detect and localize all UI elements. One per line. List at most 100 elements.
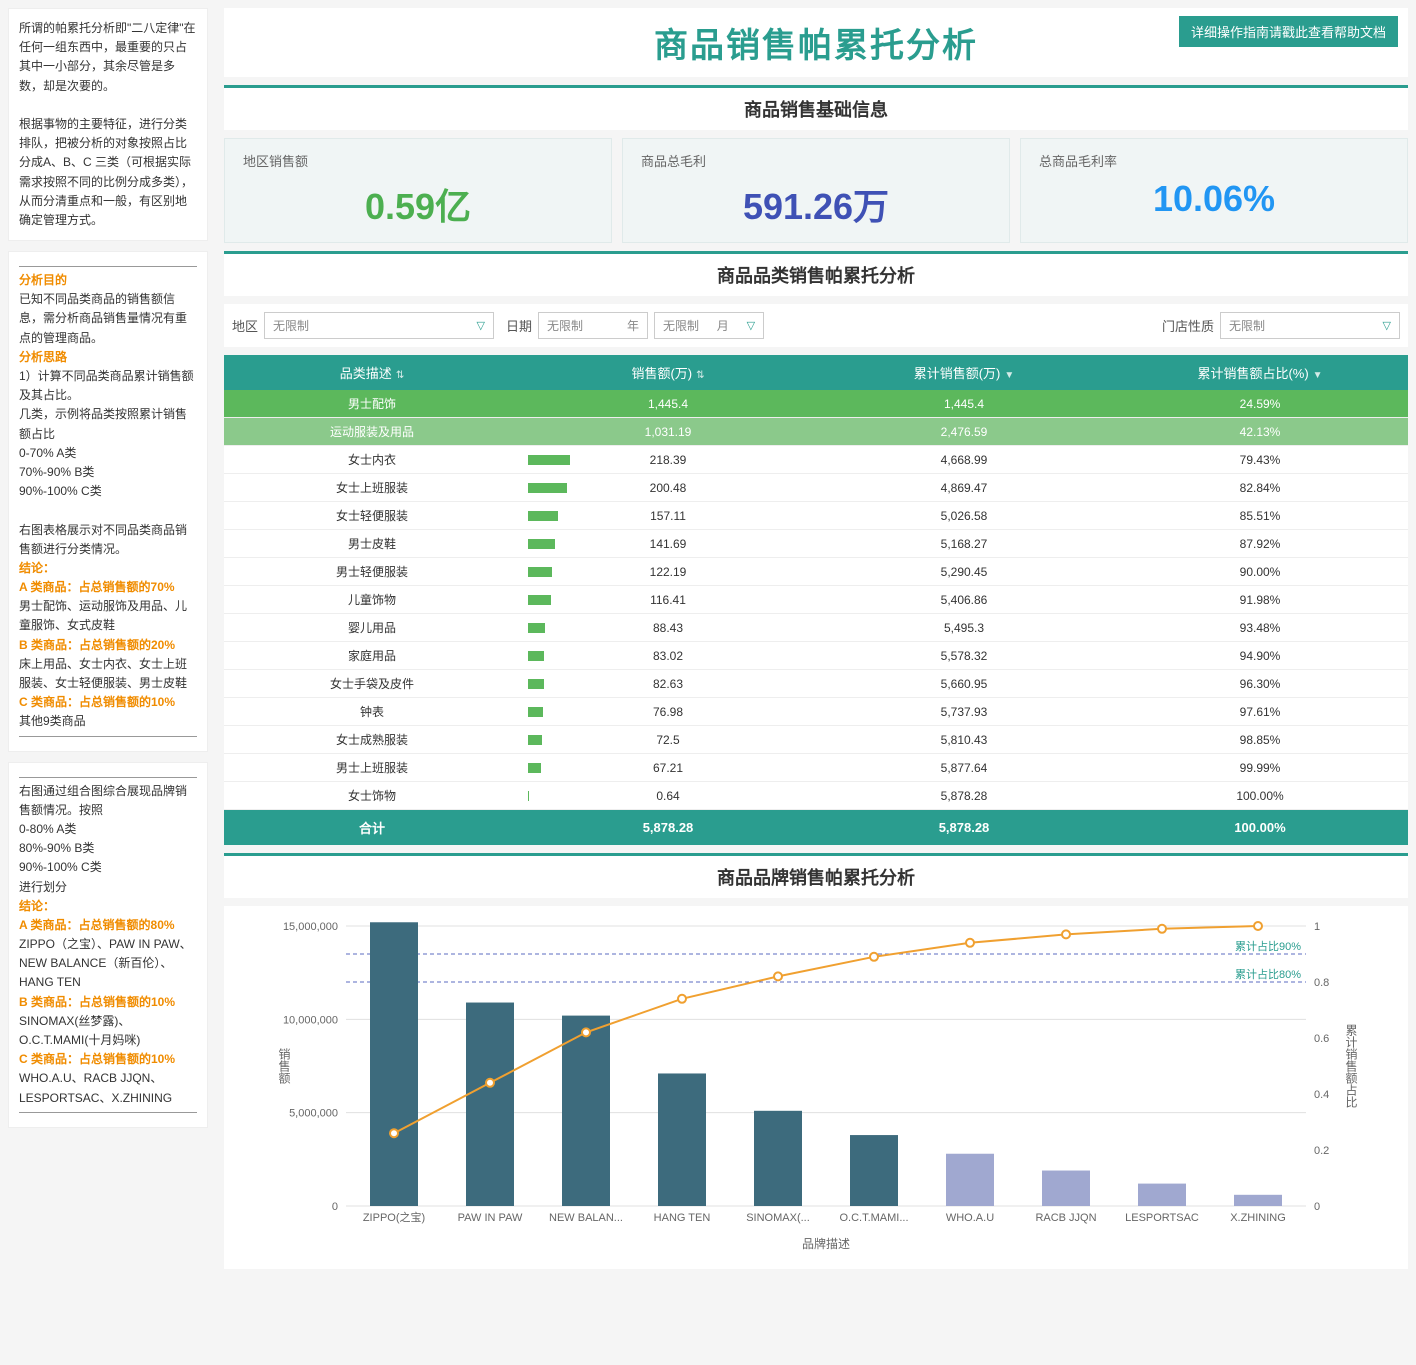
brand-b-p: SINOMAX(丝梦露)、O.C.T.MAMI(十月妈咪): [19, 1012, 197, 1050]
cell-percent: 97.61%: [1112, 698, 1408, 726]
help-button[interactable]: 详细操作指南请戳此查看帮助文档: [1179, 16, 1398, 47]
brand-b-h: B 类商品：占总销售额的10%: [19, 993, 197, 1012]
year-select-value: 无限制: [547, 317, 583, 334]
range-c: 90%-100% C类: [19, 482, 197, 501]
cell-category: 家庭用品: [224, 642, 520, 670]
table-row[interactable]: 婴儿用品88.435,495.393.48%: [224, 614, 1408, 642]
kpi-value: 0.59亿: [243, 178, 593, 230]
cell-percent: 85.51%: [1112, 502, 1408, 530]
svg-text:5,000,000: 5,000,000: [289, 1108, 338, 1120]
analysis-p7: 右图表格展示对不同品类商品销售额进行分类情况。: [19, 521, 197, 559]
svg-text:销售额: 销售额: [277, 1048, 291, 1085]
analysis-goal-p: 已知不同品类商品的销售额信息，需分析商品销售量情况有重点的管理商品。: [19, 290, 197, 348]
sort-desc-icon: ▼: [1313, 370, 1323, 381]
side-panel-intro: 所谓的帕累托分析即"二八定律"在任何一组东西中，最重要的只占其中一小部分，其余尽…: [8, 8, 208, 241]
table-row[interactable]: 男士上班服装67.215,877.6499.99%: [224, 754, 1408, 782]
year-select[interactable]: 无限制 年: [538, 312, 648, 339]
section-basic-info: 商品销售基础信息: [224, 85, 1408, 130]
main-content: 商品销售帕累托分析 详细操作指南请戳此查看帮助文档 商品销售基础信息 地区销售额…: [216, 0, 1416, 1277]
svg-text:15,000,000: 15,000,000: [283, 921, 338, 933]
table-row[interactable]: 女士内衣218.394,668.9979.43%: [224, 446, 1408, 474]
cell-cumulative: 1,445.4: [816, 390, 1112, 418]
table-row[interactable]: 女士轻便服装157.115,026.5885.51%: [224, 502, 1408, 530]
footer-cum: 5,878.28: [816, 810, 1112, 846]
table-row[interactable]: 男士皮鞋141.695,168.2787.92%: [224, 530, 1408, 558]
svg-text:累计占比90%: 累计占比90%: [1235, 939, 1301, 953]
kpi-label: 地区销售额: [243, 151, 593, 170]
svg-text:0.8: 0.8: [1314, 977, 1329, 989]
svg-text:0: 0: [1314, 1201, 1320, 1213]
cell-cumulative: 5,168.27: [816, 530, 1112, 558]
section-category-pareto: 商品品类销售帕累托分析: [224, 251, 1408, 296]
sort-icon: ⇅: [696, 370, 704, 381]
table-footer-row: 合计 5,878.28 5,878.28 100.00%: [224, 810, 1408, 846]
kpi-row: 地区销售额 0.59亿 商品总毛利 591.26万 总商品毛利率 10.06%: [224, 138, 1408, 243]
cell-sales: 122.19: [520, 558, 816, 586]
cell-sales: 82.63: [520, 670, 816, 698]
cell-sales: 157.11: [520, 502, 816, 530]
kpi-gross-profit: 商品总毛利 591.26万: [622, 138, 1010, 243]
cell-percent: 91.98%: [1112, 586, 1408, 614]
brand-chart: 05,000,00010,000,00015,000,00000.20.40.6…: [224, 906, 1408, 1269]
col-category[interactable]: 品类描述⇅: [224, 355, 520, 390]
table-row[interactable]: 钟表76.985,737.9397.61%: [224, 698, 1408, 726]
cell-category: 儿童饰物: [224, 586, 520, 614]
b-class-p: 床上用品、女士内衣、女士上班服装、女士轻便服装、男士皮鞋: [19, 655, 197, 693]
store-filter-label: 门店性质: [1162, 316, 1214, 335]
chart-svg: 05,000,00010,000,00015,000,00000.20.40.6…: [244, 916, 1388, 1256]
table-row[interactable]: 运动服装及用品1,031.192,476.5942.13%: [224, 418, 1408, 446]
month-suffix: 月: [717, 317, 729, 334]
cell-percent: 87.92%: [1112, 530, 1408, 558]
category-table: 品类描述⇅ 销售额(万)⇅ 累计销售额(万)▼ 累计销售额占比(%)▼ 男士配饰…: [224, 355, 1408, 845]
svg-text:X.ZHINING: X.ZHINING: [1230, 1212, 1286, 1224]
table-row[interactable]: 儿童饰物116.415,406.8691.98%: [224, 586, 1408, 614]
cell-percent: 93.48%: [1112, 614, 1408, 642]
cell-percent: 82.84%: [1112, 474, 1408, 502]
cell-sales: 116.41: [520, 586, 816, 614]
svg-text:RACB JJQN: RACB JJQN: [1035, 1212, 1096, 1224]
table-row[interactable]: 男士轻便服装122.195,290.4590.00%: [224, 558, 1408, 586]
svg-text:SINOMAX(...: SINOMAX(...: [746, 1212, 810, 1224]
cell-percent: 79.43%: [1112, 446, 1408, 474]
svg-text:PAW IN PAW: PAW IN PAW: [458, 1212, 523, 1224]
a-class-p: 男士配饰、运动服饰及用品、儿童服饰、女式皮鞋: [19, 597, 197, 635]
cell-cumulative: 5,878.28: [816, 782, 1112, 810]
table-row[interactable]: 家庭用品83.025,578.3294.90%: [224, 642, 1408, 670]
store-select[interactable]: 无限制 ▽: [1220, 312, 1400, 339]
cell-percent: 94.90%: [1112, 642, 1408, 670]
chevron-down-icon: ▽: [477, 319, 485, 332]
col-cumulative[interactable]: 累计销售额(万)▼: [816, 355, 1112, 390]
svg-text:品牌描述: 品牌描述: [802, 1237, 850, 1251]
cell-percent: 99.99%: [1112, 754, 1408, 782]
analysis-思路-h: 分析思路: [19, 348, 197, 367]
svg-text:0.2: 0.2: [1314, 1145, 1329, 1157]
kpi-label: 商品总毛利: [641, 151, 991, 170]
table-row[interactable]: 男士配饰1,445.41,445.424.59%: [224, 390, 1408, 418]
range-b: 70%-90% B类: [19, 463, 197, 482]
col-sales[interactable]: 销售额(万)⇅: [520, 355, 816, 390]
table-row[interactable]: 女士饰物0.645,878.28100.00%: [224, 782, 1408, 810]
table-row[interactable]: 女士成熟服装72.55,810.4398.85%: [224, 726, 1408, 754]
table-row[interactable]: 女士上班服装200.484,869.4782.84%: [224, 474, 1408, 502]
cell-cumulative: 5,737.93: [816, 698, 1112, 726]
cell-category: 运动服装及用品: [224, 418, 520, 446]
region-select[interactable]: 无限制 ▽: [264, 312, 494, 339]
col-percent[interactable]: 累计销售额占比(%)▼: [1112, 355, 1408, 390]
cell-category: 女士饰物: [224, 782, 520, 810]
cell-percent: 96.30%: [1112, 670, 1408, 698]
cell-category: 男士配饰: [224, 390, 520, 418]
intro-p2: 根据事物的主要特征，进行分类排队，把被分析的对象按照占比分成A、B、C 三类（可…: [19, 115, 197, 230]
cell-category: 男士上班服装: [224, 754, 520, 782]
cell-cumulative: 5,877.64: [816, 754, 1112, 782]
month-select[interactable]: 无限制 月 ▽: [654, 312, 764, 339]
kpi-gross-margin: 总商品毛利率 10.06%: [1020, 138, 1408, 243]
brand-p3: 80%-90% B类: [19, 839, 197, 858]
brand-a-p: ZIPPO（之宝）、PAW IN PAW、NEW BALANCE（新百伦）、HA…: [19, 935, 197, 993]
section-brand-pareto: 商品品牌销售帕累托分析: [224, 853, 1408, 898]
cell-sales: 200.48: [520, 474, 816, 502]
table-row[interactable]: 女士手袋及皮件82.635,660.9596.30%: [224, 670, 1408, 698]
cell-cumulative: 4,668.99: [816, 446, 1112, 474]
conclusion-h: 结论：: [19, 559, 197, 578]
date-filter-label: 日期: [506, 316, 532, 335]
brand-p4: 90%-100% C类: [19, 858, 197, 877]
